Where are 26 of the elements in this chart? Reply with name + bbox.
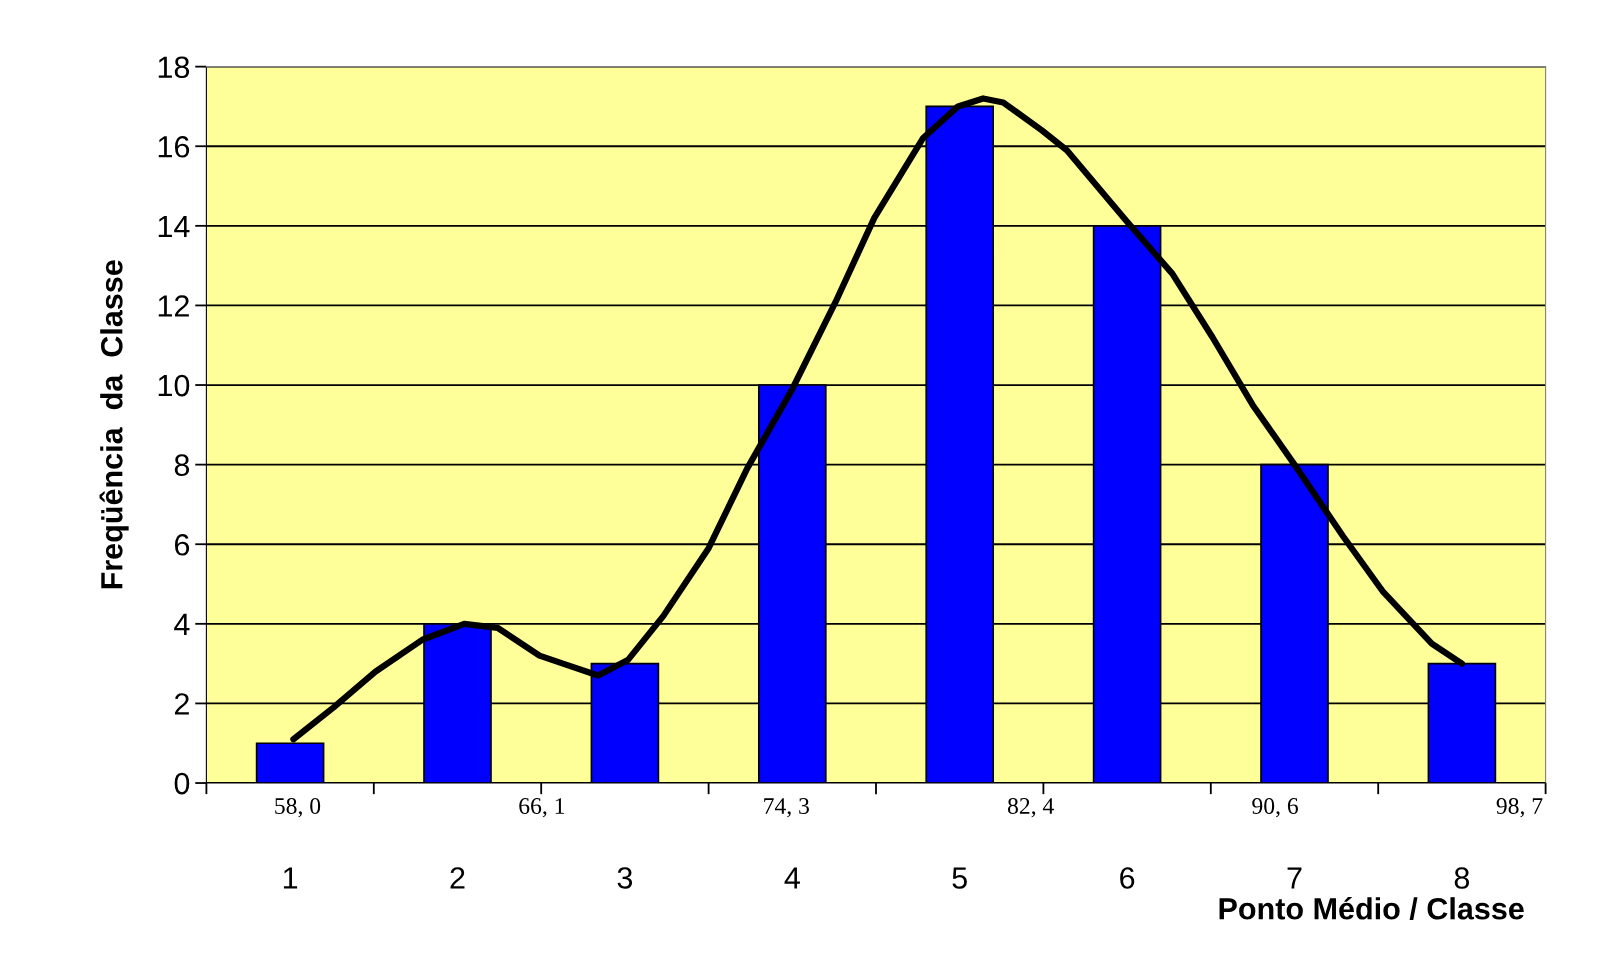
x-tick-label: 6 — [1120, 867, 1135, 889]
y-tick-label: 12 — [158, 295, 189, 317]
y-tick-label: 8 — [174, 454, 190, 476]
y-tick-label: 0 — [174, 772, 190, 795]
text: 66, 1 — [519, 798, 565, 818]
text: 74, 3 — [764, 798, 809, 818]
x-tick-label: 4 — [784, 867, 800, 889]
x-tick-label: 5 — [952, 867, 967, 889]
x-tick-label: 8 — [1454, 867, 1470, 889]
y-tick-label: 14 — [158, 215, 190, 237]
y-tick-label: 10 — [158, 374, 190, 397]
x-tick-label: 2 — [450, 867, 465, 889]
x-tick-label: 3 — [617, 867, 633, 889]
y-axis-title: Freqüência da Classe — [99, 260, 129, 589]
text: 98, 7 — [1496, 798, 1543, 818]
text: 90, 6 — [1252, 798, 1298, 818]
text: 82, 4 — [1007, 798, 1054, 818]
y-tick-label: 18 — [158, 56, 190, 79]
y-tick-label: 6 — [174, 533, 190, 556]
y-tick-label: 16 — [158, 135, 190, 158]
x-tick-label: 1 — [283, 867, 298, 889]
y-tick-label: 4 — [174, 613, 190, 635]
y-tick-label: 2 — [174, 693, 189, 715]
x-axis-title: Ponto Médio / Classe — [1219, 896, 1524, 920]
text: 58, 0 — [275, 798, 321, 818]
x-tick-label: 7 — [1287, 867, 1302, 889]
